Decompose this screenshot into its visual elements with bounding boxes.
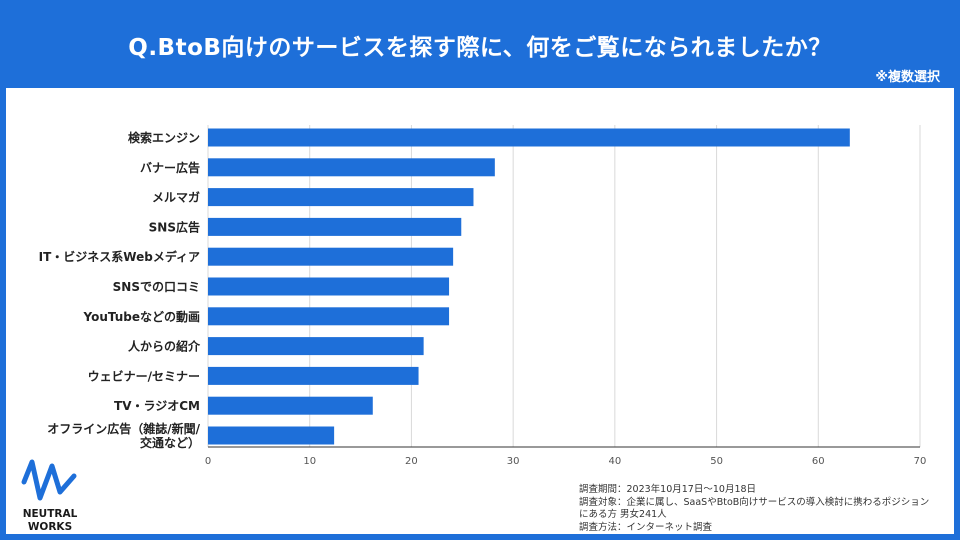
category-label: バナー広告 (140, 160, 200, 175)
bar (208, 426, 335, 445)
category-label: SNSでの口コミ (113, 280, 200, 294)
multiple-choice-note: ※複数選択 (875, 70, 940, 85)
neutral-works-logo: NEUTRAL WORKS (18, 458, 82, 533)
category-label: 交通など） (140, 435, 200, 450)
x-tick-label: 60 (812, 456, 825, 467)
logo-text-line2: WORKS (27, 521, 73, 533)
bar (208, 277, 450, 296)
title-banner: Q.BtoB向けのサービスを探す際に、何をご覧になられましたか？ ※複数選択 (6, 6, 954, 88)
category-label: ウェビナー/セミナー (88, 368, 200, 383)
x-tick-label: 40 (608, 456, 621, 467)
bar (208, 158, 495, 177)
page-title: Q.BtoB向けのサービスを探す際に、何をご覧になられましたか？ (128, 35, 832, 61)
bar (208, 217, 462, 236)
logo-text-line1: NEUTRAL (22, 508, 78, 520)
x-tick-label: 30 (507, 456, 520, 467)
slide-frame (6, 6, 954, 534)
x-tick-label: 10 (303, 456, 316, 467)
category-label: オフライン広告（雑誌/新聞/ (47, 421, 200, 436)
bar (208, 188, 474, 207)
category-label: TV・ラジオCM (114, 399, 200, 413)
x-tick-label: 50 (710, 456, 723, 467)
bar (208, 247, 454, 266)
survey-period: 調査期間：2023年10月17日〜10月18日 (579, 484, 757, 495)
pulse-logo-icon (21, 459, 77, 501)
category-label: 人からの紹介 (128, 339, 201, 354)
category-label: IT・ビジネス系Webメディア (39, 249, 200, 264)
bar (208, 337, 424, 356)
x-tick-label: 20 (405, 456, 418, 467)
bar (208, 307, 450, 326)
survey-target-cont: にある方 男女241人 (579, 509, 667, 520)
survey-method: 調査方法：インターネット調査 (579, 521, 713, 533)
category-label: 検索エンジン (128, 130, 200, 145)
x-tick-label: 70 (914, 456, 927, 467)
survey-target: 調査対象：企業に属し、SaaSやBtoB向けサービスの導入検討に携わるポジション (579, 496, 930, 508)
category-label: メルマガ (152, 190, 200, 205)
x-tick-label: 0 (205, 456, 211, 467)
bar (208, 128, 850, 147)
bar (208, 396, 373, 415)
bar (208, 366, 419, 385)
category-label: SNS広告 (149, 219, 200, 234)
survey-footnote: 調査期間：2023年10月17日〜10月18日 調査対象：企業に属し、SaaSや… (579, 484, 949, 534)
category-label: YouTubeなどの動画 (82, 309, 200, 324)
